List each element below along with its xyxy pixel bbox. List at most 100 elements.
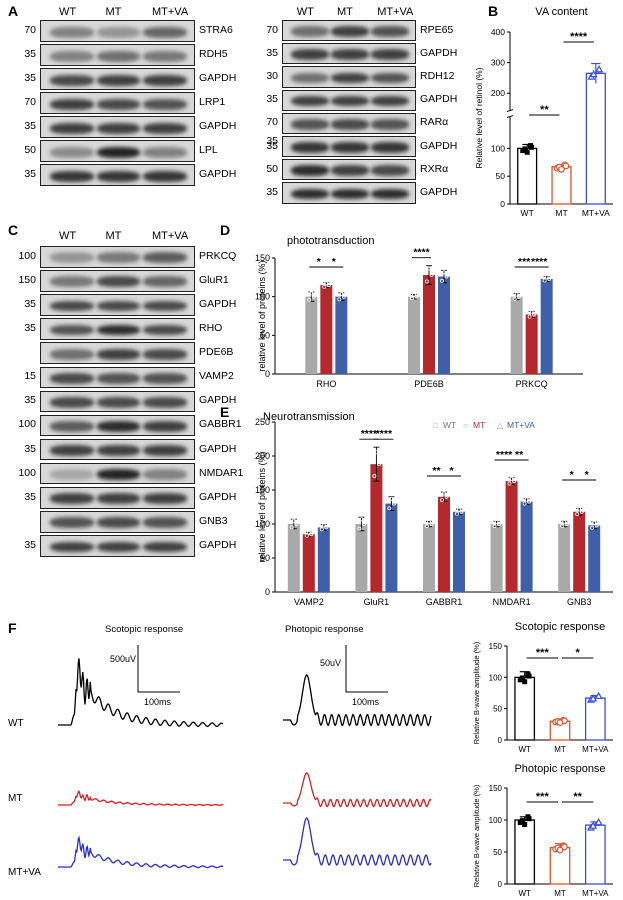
x-tick-label: VAMP2 (294, 597, 324, 607)
mw-marker: 70 (24, 96, 36, 108)
mw-marker: 50 (24, 144, 36, 156)
mw-marker: 35 (24, 442, 36, 455)
data-point (514, 292, 519, 297)
protein-band (50, 348, 94, 360)
data-point (492, 523, 497, 528)
panel-label-d: D (220, 222, 231, 238)
protein-label: RARα (420, 116, 449, 129)
protein-band (143, 276, 187, 288)
significance-label: *** (518, 256, 531, 268)
protein-band (96, 252, 141, 264)
data-point (291, 518, 296, 523)
y-tick-label: 0 (500, 199, 505, 209)
protein-band (331, 49, 369, 61)
legend-label: MT+VA (507, 420, 535, 430)
protein-band (50, 252, 94, 264)
significance-label: **** (531, 256, 548, 268)
protein-band (291, 26, 329, 37)
panel-label-a: A (8, 3, 19, 19)
lane-header: WT (296, 6, 314, 18)
x-tick-label: MT+VA (582, 208, 610, 218)
blot-strip (40, 487, 195, 509)
bar (423, 524, 435, 592)
data-point (357, 526, 362, 531)
blot-strip (40, 116, 195, 138)
data-point (526, 673, 532, 679)
protein-band (143, 421, 187, 432)
mw-marker: 35 (24, 48, 36, 60)
data-point (321, 523, 326, 528)
data-point (441, 491, 446, 496)
data-point (509, 476, 514, 481)
lane-header: MT (105, 230, 122, 242)
y-tick-label: 400 (491, 27, 505, 37)
significance-label: * (332, 256, 337, 268)
data-point (424, 523, 429, 528)
protein-band (291, 95, 329, 107)
data-point (361, 522, 366, 527)
mw-marker: 100 (18, 418, 36, 431)
data-point (456, 507, 461, 512)
y-tick-label: 50 (260, 553, 270, 563)
data-point (339, 291, 344, 296)
blot-strip (40, 246, 195, 268)
mw-marker: 35 (24, 120, 36, 132)
bar (573, 511, 586, 592)
bar (355, 524, 368, 592)
protein-band (50, 469, 94, 481)
bar (584, 824, 606, 885)
protein-band (50, 170, 94, 182)
data-point (322, 284, 327, 289)
mw-marker: 70 (266, 116, 278, 129)
protein-label: RHO (199, 322, 223, 335)
blot-strip (40, 462, 195, 485)
y-tick-label: 0 (265, 587, 270, 597)
data-point (341, 294, 346, 299)
erg-row-label: MT (8, 793, 22, 804)
significance-label: ** (515, 449, 524, 461)
erg-trace (58, 835, 224, 869)
y-axis-label: Relative B-wave amplitude (%) (472, 784, 481, 887)
blot-strip (40, 270, 195, 292)
data-point (579, 509, 584, 514)
erg-trace (58, 790, 224, 806)
protein-band (96, 276, 141, 288)
y-tick-label: 50 (493, 705, 502, 714)
data-point (522, 679, 528, 685)
y-tick-label: 100 (491, 143, 505, 153)
chart-f-scotopic: Scotopic response Relative B-wave amplitu… (472, 621, 613, 754)
protein-label: GAPDH (420, 139, 458, 152)
protein-band (371, 165, 409, 177)
x-tick-label: GNB3 (567, 597, 592, 607)
y-tick-label: 100 (489, 816, 503, 825)
chart-e-neurotransmission: Neurotransmission relative level of prote… (255, 411, 613, 607)
mw-marker: 100 (18, 249, 36, 262)
protein-band (291, 119, 329, 130)
data-point (374, 450, 379, 455)
protein-label: GABBR1 (199, 418, 242, 431)
x-tick-label: NMDAR1 (493, 597, 531, 607)
bar (584, 697, 606, 741)
data-point (289, 525, 294, 530)
protein-band (143, 445, 187, 456)
blot-strip (40, 535, 195, 557)
data-point (429, 273, 434, 278)
data-point (529, 310, 534, 315)
protein-band (50, 396, 94, 408)
mw-marker: 70 (24, 24, 36, 36)
panel-label-f: F (8, 620, 17, 636)
x-tick-label: WT (518, 745, 531, 754)
protein-label: GAPDH (420, 46, 458, 59)
erg-photopic-title: Photopic response (285, 624, 364, 635)
data-point (556, 846, 564, 854)
bar (558, 524, 571, 592)
data-point (411, 293, 416, 298)
protein-band (371, 72, 409, 84)
chart-title: Neurotransmission (263, 411, 355, 423)
protein-band (96, 50, 141, 62)
data-point (444, 274, 449, 279)
protein-band (291, 165, 329, 177)
protein-band (331, 142, 369, 153)
protein-label: GAPDH (199, 538, 237, 551)
data-point (319, 527, 324, 532)
